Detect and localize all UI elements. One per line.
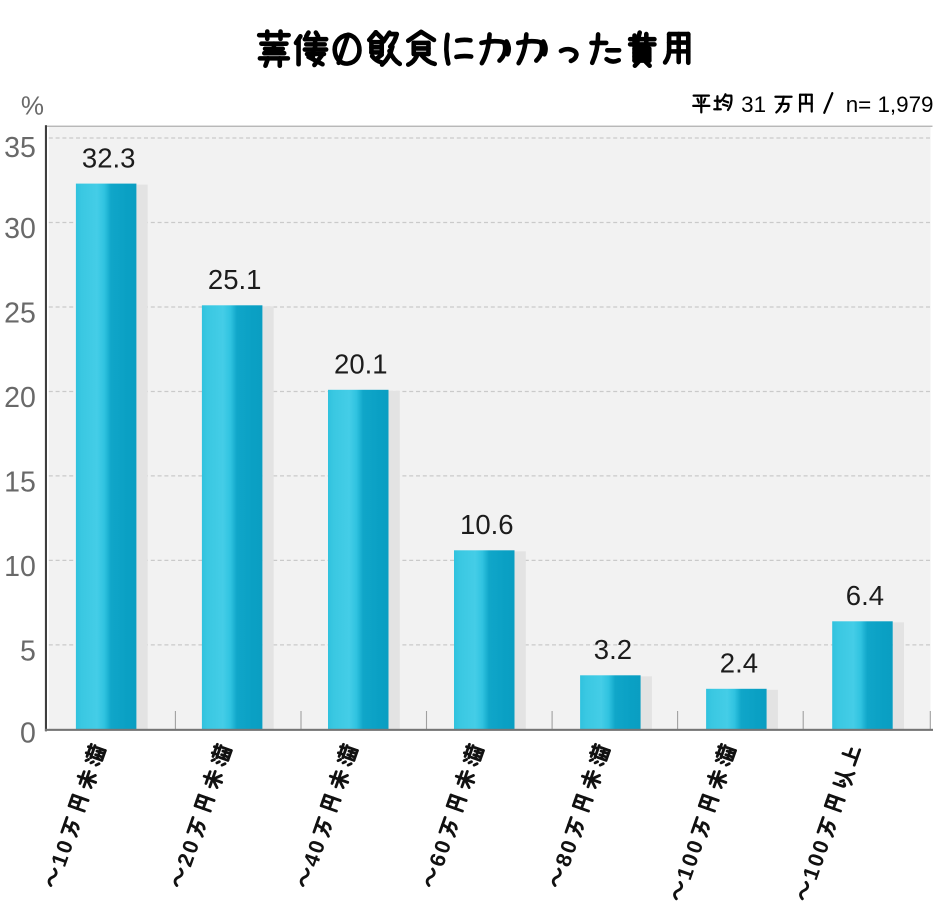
svg-text:30: 30 [4,213,36,245]
svg-text:5: 5 [20,635,36,667]
svg-text:25.1: 25.1 [208,264,262,295]
svg-text:25: 25 [4,298,36,330]
svg-text:2.4: 2.4 [720,648,758,679]
svg-text:35: 35 [4,132,36,164]
svg-text:10: 10 [4,551,36,583]
svg-text:20: 20 [4,382,36,414]
svg-text:32.3: 32.3 [82,142,136,173]
svg-text:n= 1,979: n= 1,979 [840,92,934,117]
svg-text:%: % [21,91,44,121]
svg-text:0: 0 [20,717,36,749]
svg-text:15: 15 [4,466,36,498]
svg-text:20.1: 20.1 [334,349,388,380]
svg-text:31: 31 [735,92,772,117]
svg-text:10.6: 10.6 [460,509,514,540]
svg-text:6.4: 6.4 [846,580,884,611]
svg-text:3.2: 3.2 [594,634,632,665]
